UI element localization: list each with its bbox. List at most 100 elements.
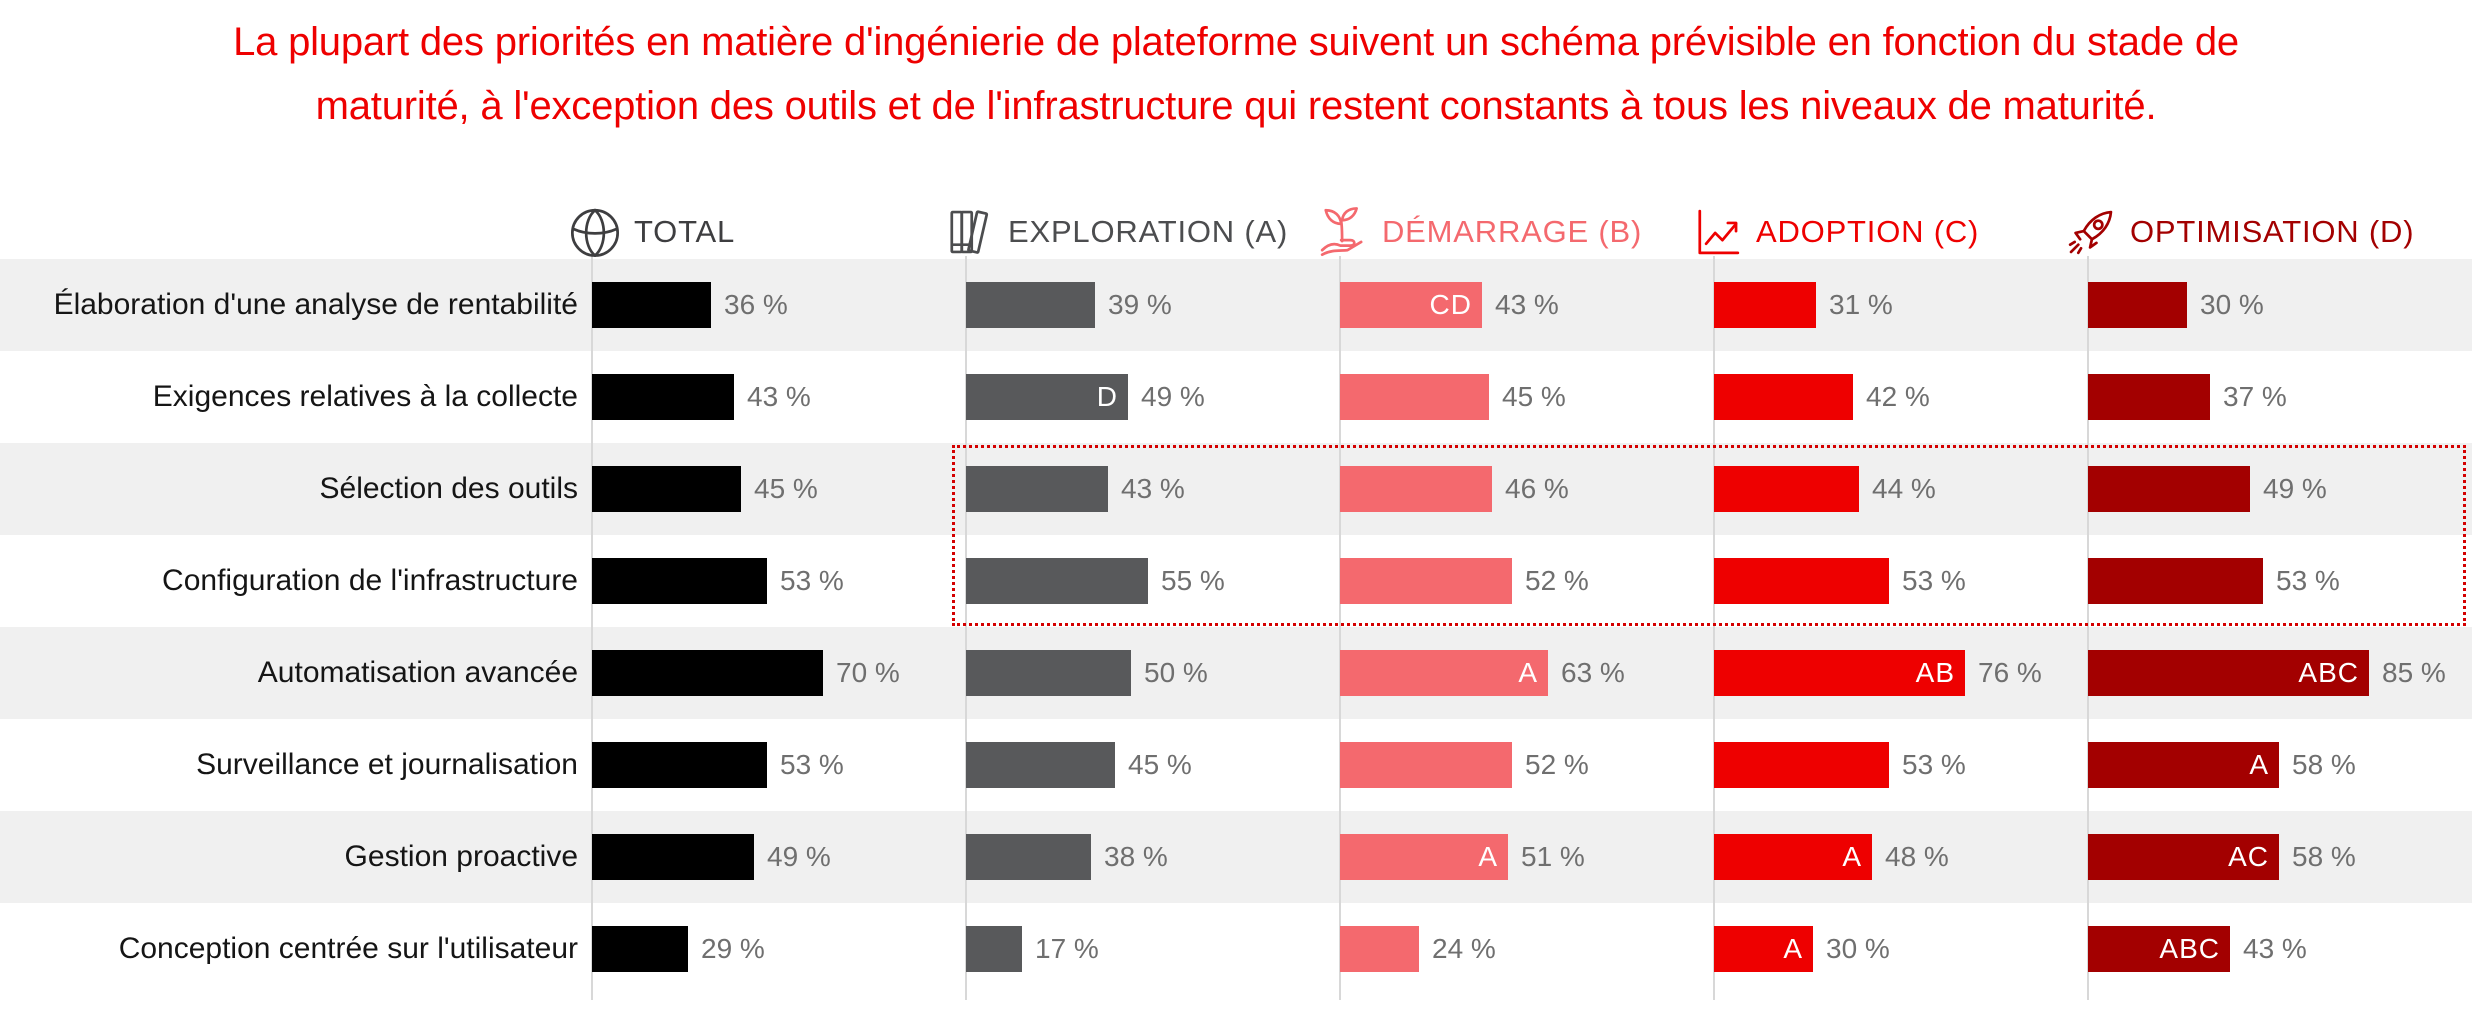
- value-label: 42 %: [1866, 381, 1930, 412]
- value-label: 55 %: [1161, 565, 1225, 596]
- seedling-hand-icon: [1314, 203, 1372, 261]
- rocket-icon: [2062, 203, 2120, 261]
- significance-label: A: [1518, 657, 1538, 688]
- column-header-exploration: EXPLORATION (A): [940, 201, 1288, 263]
- value-label: 45 %: [754, 473, 818, 504]
- value-label: 70 %: [836, 657, 900, 688]
- value-label: 38 %: [1104, 841, 1168, 872]
- significance-label: D: [1096, 381, 1118, 412]
- significance-label: CD: [1429, 289, 1472, 320]
- value-label: 24 %: [1432, 933, 1496, 964]
- line-chart-icon: [1688, 203, 1746, 261]
- bar-total: [592, 834, 754, 880]
- value-label: 17 %: [1035, 933, 1099, 964]
- value-label: 49 %: [767, 841, 831, 872]
- bar-total: [592, 466, 741, 512]
- bar-total: [592, 926, 688, 972]
- category-label: Surveillance et journalisation: [196, 748, 578, 781]
- axis-line: [591, 256, 593, 1000]
- bar-optimisation: [2088, 374, 2210, 420]
- value-label: 63 %: [1561, 657, 1625, 688]
- value-label: 30 %: [1826, 933, 1890, 964]
- category-label: Sélection des outils: [319, 472, 579, 505]
- column-header-label: TOTAL: [634, 214, 736, 249]
- value-label: 53 %: [2276, 565, 2340, 596]
- bar-optimisation: [2088, 558, 2263, 604]
- bar-adoption: A: [1714, 926, 1813, 972]
- column-header-label: OPTIMISATION (D): [2130, 214, 2415, 249]
- category-label: Conception centrée sur l'utilisateur: [118, 932, 578, 965]
- bar-adoption: AB: [1714, 650, 1965, 696]
- value-label: 53 %: [1902, 749, 1966, 780]
- bar-adoption: A: [1714, 834, 1872, 880]
- value-label: 51 %: [1521, 841, 1585, 872]
- value-label: 50 %: [1144, 657, 1208, 688]
- bar-demarrage: A: [1340, 834, 1508, 880]
- value-label: 76 %: [1978, 657, 2042, 688]
- bar-demarrage: A: [1340, 650, 1548, 696]
- globe-icon: [566, 203, 624, 261]
- bar-exploration: [966, 558, 1148, 604]
- bar-demarrage: [1340, 742, 1512, 788]
- value-label: 46 %: [1505, 473, 1569, 504]
- bar-adoption: [1714, 558, 1889, 604]
- category-label: Gestion proactive: [344, 840, 578, 873]
- bar-demarrage: [1340, 374, 1489, 420]
- significance-label: A: [2249, 749, 2269, 780]
- chart-title: La plupart des priorités en matière d'in…: [0, 10, 2472, 138]
- value-label: 45 %: [1128, 749, 1192, 780]
- bar-exploration: [966, 742, 1115, 788]
- value-label: 39 %: [1108, 289, 1172, 320]
- category-label: Élaboration d'une analyse de rentabilité: [53, 288, 578, 321]
- value-label: 58 %: [2292, 841, 2356, 872]
- axis-line: [2087, 256, 2089, 1000]
- column-header-total: TOTAL: [566, 201, 735, 263]
- bar-total: [592, 374, 734, 420]
- significance-label: A: [1478, 841, 1498, 872]
- chart-title-line1: La plupart des priorités en matière d'in…: [233, 20, 2239, 64]
- value-label: 53 %: [1902, 565, 1966, 596]
- axis-line: [1339, 256, 1341, 1000]
- bar-total: [592, 742, 767, 788]
- bar-demarrage: [1340, 926, 1419, 972]
- value-label: 48 %: [1885, 841, 1949, 872]
- bar-optimisation: AC: [2088, 834, 2279, 880]
- books-icon: [940, 203, 998, 261]
- axis-line: [1713, 256, 1715, 1000]
- value-label: 53 %: [780, 565, 844, 596]
- row-stripe: [0, 627, 2472, 719]
- value-label: 85 %: [2382, 657, 2446, 688]
- value-label: 43 %: [2243, 933, 2307, 964]
- row-stripe: [0, 351, 2472, 443]
- value-label: 30 %: [2200, 289, 2264, 320]
- bar-demarrage: [1340, 558, 1512, 604]
- column-header-demarrage: DÉMARRAGE (B): [1314, 201, 1642, 263]
- column-header-optimisation: OPTIMISATION (D): [2062, 201, 2414, 263]
- bar-exploration: [966, 834, 1091, 880]
- significance-label: ABC: [2159, 933, 2220, 964]
- bar-exploration: [966, 926, 1022, 972]
- value-label: 52 %: [1525, 565, 1589, 596]
- value-label: 43 %: [1121, 473, 1185, 504]
- significance-label: AB: [1915, 657, 1955, 688]
- bar-total: [592, 650, 823, 696]
- bar-adoption: [1714, 374, 1853, 420]
- highlight-box: [952, 445, 2466, 626]
- bar-optimisation: A: [2088, 742, 2279, 788]
- column-header-adoption: ADOPTION (C): [1688, 201, 1979, 263]
- row-stripe: [0, 443, 2472, 535]
- column-header-label: DÉMARRAGE (B): [1382, 214, 1643, 249]
- bar-total: [592, 282, 711, 328]
- bar-exploration: [966, 466, 1108, 512]
- bar-exploration: [966, 650, 1131, 696]
- significance-label: A: [1842, 841, 1862, 872]
- bar-total: [592, 558, 767, 604]
- bar-adoption: [1714, 466, 1859, 512]
- bar-optimisation: ABC: [2088, 926, 2230, 972]
- value-label: 29 %: [701, 933, 765, 964]
- bar-adoption: [1714, 742, 1889, 788]
- axis-line: [965, 256, 967, 1000]
- bar-optimisation: [2088, 466, 2250, 512]
- bar-optimisation: ABC: [2088, 650, 2369, 696]
- category-label: Exigences relatives à la collecte: [152, 380, 578, 413]
